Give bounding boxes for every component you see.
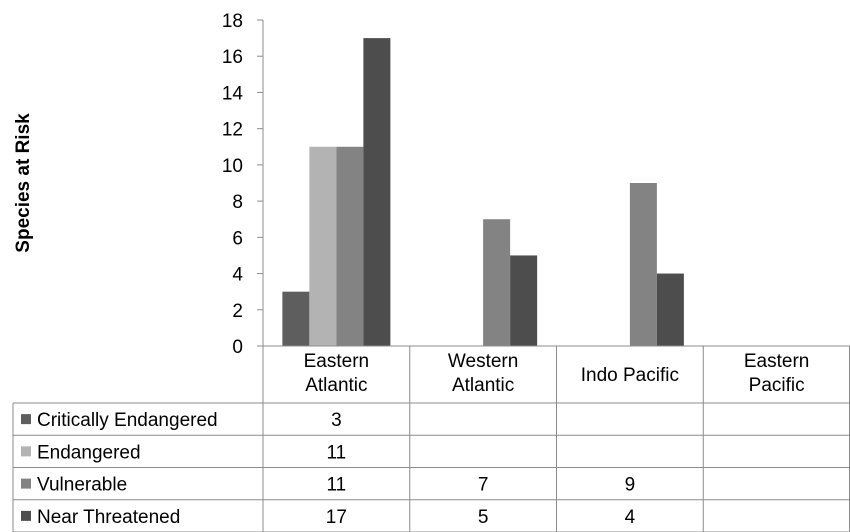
legend-key [21, 414, 31, 425]
x-tick-label: Pacific [749, 375, 805, 396]
bar [363, 38, 391, 346]
bar [629, 183, 657, 346]
bar [309, 146, 337, 346]
y-axis-label: Species at Risk [13, 113, 34, 253]
legend-label: Near Threatened [37, 507, 180, 528]
bar [510, 255, 538, 346]
bars-layer [282, 38, 684, 346]
x-tick-label: Atlantic [452, 375, 514, 396]
data-label: 9 [625, 475, 636, 496]
y-tick-label: 0 [232, 337, 243, 358]
legend-key [21, 446, 31, 457]
y-tick-label: 18 [222, 11, 243, 32]
x-tick-label: Eastern [744, 351, 809, 372]
data-label: 11 [327, 475, 347, 496]
data-label: 4 [625, 507, 636, 528]
y-tick-label: 6 [232, 228, 243, 249]
y-tick-label: 2 [232, 301, 243, 322]
y-tick-label: 10 [222, 156, 243, 177]
x-tick-label: Atlantic [305, 375, 367, 396]
bar [656, 273, 684, 346]
x-tick-label: Indo Pacific [581, 365, 679, 386]
legend-label: Critically Endangered [37, 410, 218, 431]
legend-key [21, 510, 31, 521]
y-tick-label: 14 [222, 83, 244, 104]
legend-label: Vulnerable [37, 475, 127, 496]
data-label: 5 [478, 507, 489, 528]
data-label: 17 [326, 507, 347, 528]
y-tick-label: 16 [222, 47, 243, 68]
bar [483, 219, 511, 346]
x-tick-label: Eastern [304, 351, 369, 372]
bar [282, 291, 310, 346]
axis-layer: 0 2 4 6 8 10 12 14 16 18 [222, 11, 264, 358]
y-tick-label: 8 [232, 192, 243, 213]
data-table: Eastern Atlantic Western Atlantic Indo Pacif… [12, 345, 850, 532]
data-label: 7 [478, 475, 489, 496]
data-label: 11 [327, 442, 347, 463]
bar [336, 146, 364, 346]
legend-key [21, 478, 31, 489]
legend-label: Endangered [37, 442, 141, 463]
x-tick-label: Western [448, 351, 518, 372]
data-label: 3 [331, 410, 342, 431]
y-tick-label: 12 [222, 120, 243, 141]
y-tick-label: 4 [232, 265, 243, 286]
